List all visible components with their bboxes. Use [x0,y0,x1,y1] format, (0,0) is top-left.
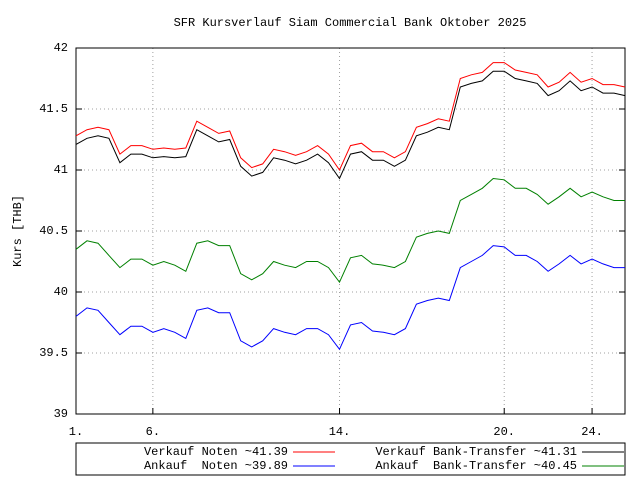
y-tick-label: 40.5 [39,224,68,238]
legend-label: Verkauf Bank-Transfer ~41.31 [375,445,577,459]
series-line [75,245,625,351]
y-tick-label: 41.5 [39,102,68,116]
y-tick-label: 39.5 [39,346,68,360]
y-axis-label: Kurs [THB] [11,195,25,267]
y-tick-label: 40 [54,285,68,299]
series-line [75,70,626,180]
x-tick-label: 6. [146,425,160,439]
chart-title: SFR Kursverlauf Siam Commercial Bank Okt… [174,16,527,30]
y-tick-label: 39 [54,407,68,421]
x-tick-label: 1. [69,425,83,439]
x-tick-label: 24. [581,425,603,439]
series-line [75,177,625,284]
y-tick-label: 41 [54,163,68,177]
plot-frame [75,47,626,415]
legend-label: Verkauf Noten ~41.39 [144,445,288,459]
x-tick-label: 14. [329,425,351,439]
series-line [75,62,626,172]
legend-box [75,442,626,476]
x-tick-label: 20. [493,425,515,439]
legend-label: Ankauf Noten ~39.89 [144,459,288,473]
legend-label: Ankauf Bank-Transfer ~40.45 [375,459,577,473]
y-tick-label: 42 [54,41,68,55]
